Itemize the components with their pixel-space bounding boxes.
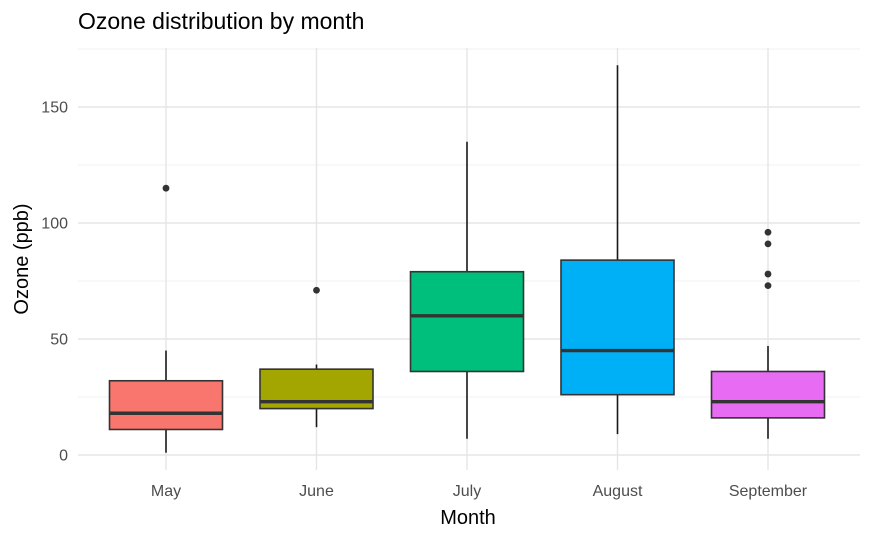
iqr-box: [560, 259, 675, 396]
x-tick-label-june: June: [299, 483, 334, 500]
outlier-point: [764, 270, 772, 278]
box-series: [108, 65, 826, 453]
y-axis-ticks: 0 50 100 150: [41, 100, 68, 465]
x-tick-label-august: August: [593, 483, 643, 500]
outlier-point: [764, 282, 772, 290]
x-tick-label-may: May: [151, 483, 181, 500]
iqr-box: [409, 270, 525, 373]
y-tick-label: 50: [50, 332, 68, 349]
x-axis-ticks: May June July August September: [151, 483, 808, 500]
x-tick-label-september: September: [729, 483, 808, 500]
y-axis-title: Ozone (ppb): [11, 203, 33, 314]
y-tick-label: 100: [41, 216, 68, 233]
outlier-point: [764, 228, 772, 236]
chart-title: Ozone distribution by month: [78, 8, 365, 34]
x-tick-label-july: July: [453, 483, 481, 500]
outlier-point: [162, 184, 170, 192]
outlier-point: [764, 240, 772, 248]
iqr-box: [710, 370, 826, 419]
box-june: [259, 286, 374, 428]
y-tick-label: 0: [59, 448, 68, 465]
box-july: [409, 141, 525, 439]
outlier-point: [313, 286, 320, 294]
x-axis-title: Month: [440, 507, 496, 529]
box-september: [710, 228, 826, 439]
y-tick-label: 150: [41, 100, 68, 117]
iqr-box: [108, 379, 224, 431]
box-may: [108, 184, 224, 453]
box-august: [560, 65, 675, 435]
